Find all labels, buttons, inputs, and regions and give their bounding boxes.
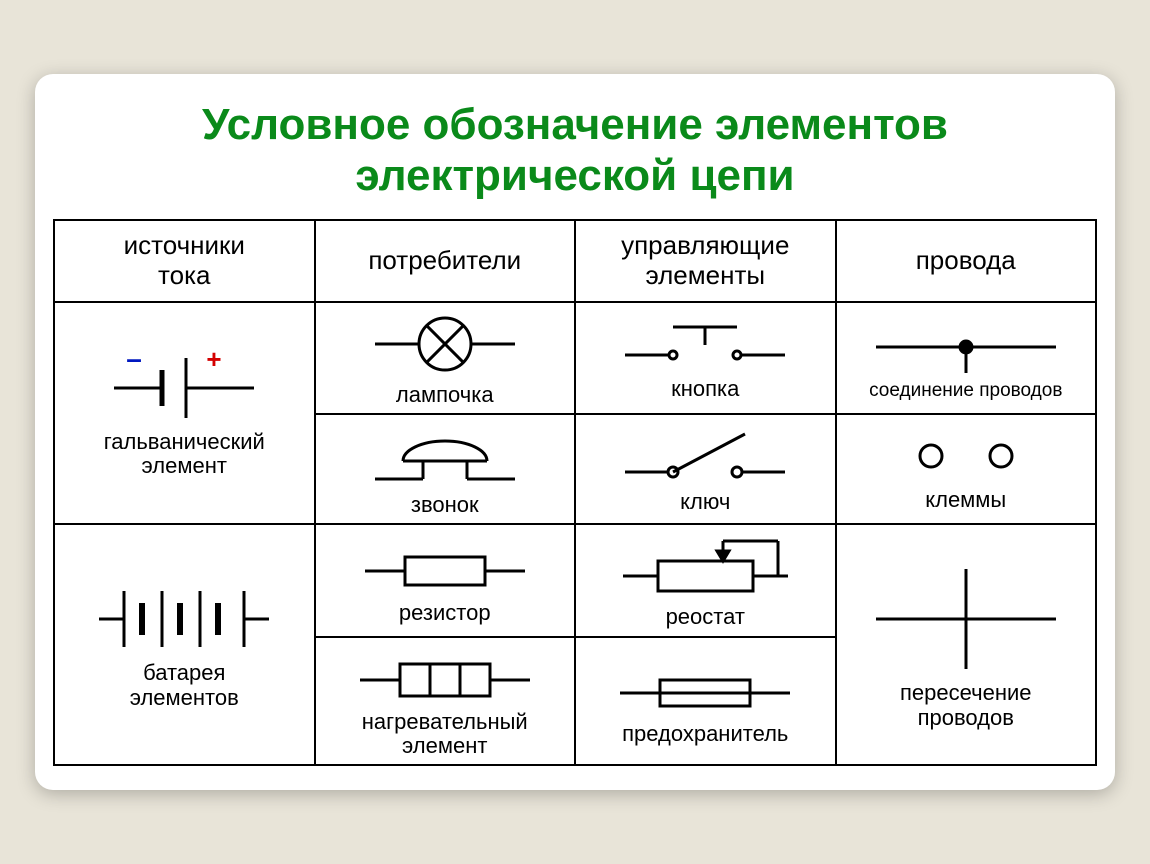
label-switch: ключ — [680, 490, 730, 514]
symbol-bell-icon — [365, 421, 525, 491]
symbol-battery-icon — [94, 579, 274, 659]
symbol-heater-icon — [350, 644, 540, 708]
header-sources: источникитока — [54, 220, 315, 302]
cell-battery: батареяэлементов — [59, 579, 310, 709]
symbol-fuse-icon — [610, 656, 800, 720]
symbol-junction-icon — [866, 315, 1066, 379]
label-button: кнопка — [671, 377, 739, 401]
cell-rheostat: реостат — [580, 531, 831, 629]
cell-terminals: клеммы — [841, 426, 1092, 512]
cell-lamp: лампочка — [320, 309, 571, 407]
symbol-terminals-icon — [871, 426, 1061, 486]
title-line-2: электрической цепи — [355, 151, 794, 200]
page-title: Условное обозначение элементов электриче… — [53, 100, 1097, 201]
header-wires: провода — [836, 220, 1097, 302]
table-row: –+ гальваническийэлемент лампочка кнопка — [54, 302, 1096, 414]
header-consumers: потребители — [315, 220, 576, 302]
label-crossing: пересечениепроводов — [900, 681, 1032, 729]
cell-bell: звонок — [320, 421, 571, 517]
label-resistor: резистор — [399, 601, 491, 625]
label-fuse: предохранитель — [622, 722, 788, 746]
label-junction: соединение проводов — [869, 381, 1062, 402]
symbol-table-card: Условное обозначение элементов электриче… — [35, 74, 1115, 790]
header-controls: управляющиеэлементы — [575, 220, 836, 302]
cell-resistor: резистор — [320, 535, 571, 625]
cell-switch: ключ — [580, 424, 831, 514]
title-line-1: Условное обозначение элементов — [202, 100, 948, 149]
cell-fuse: предохранитель — [580, 656, 831, 746]
symbol-button-icon — [615, 315, 795, 375]
symbol-galvanic-icon: –+ — [104, 348, 264, 428]
label-battery: батареяэлементов — [130, 661, 239, 709]
symbol-switch-icon — [615, 424, 795, 488]
label-heater: нагревательныйэлемент — [362, 710, 528, 758]
symbol-crossing-icon — [866, 559, 1066, 679]
cell-heater: нагревательныйэлемент — [320, 644, 571, 758]
symbol-resistor-icon — [355, 535, 535, 599]
label-terminals: клеммы — [925, 488, 1006, 512]
cell-galvanic: –+ гальваническийэлемент — [59, 348, 310, 478]
label-lamp: лампочка — [396, 383, 494, 407]
svg-text:+: + — [207, 348, 222, 374]
symbol-rheostat-icon — [613, 531, 798, 603]
label-galvanic: гальваническийэлемент — [104, 430, 265, 478]
table-row: батареяэлементов резистор реостат пересе… — [54, 524, 1096, 636]
label-bell: звонок — [411, 493, 479, 517]
cell-crossing: пересечениепроводов — [841, 559, 1092, 729]
symbol-lamp-icon — [365, 309, 525, 381]
cell-button: кнопка — [580, 315, 831, 401]
label-rheostat: реостат — [666, 605, 745, 629]
cell-junction: соединение проводов — [841, 315, 1092, 402]
svg-text:–: – — [126, 348, 142, 374]
table-header-row: источникитока потребители управляющиеэле… — [54, 220, 1096, 302]
symbols-table: источникитока потребители управляющиеэле… — [53, 219, 1097, 766]
